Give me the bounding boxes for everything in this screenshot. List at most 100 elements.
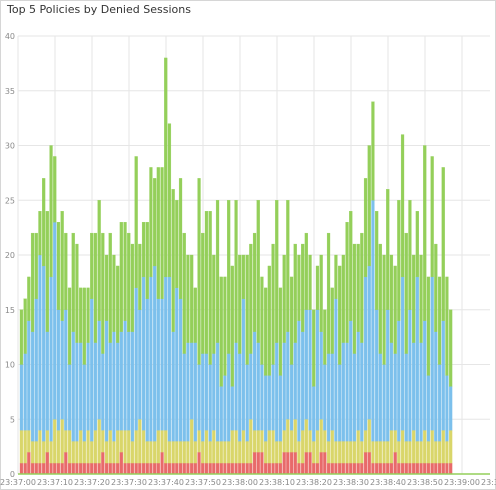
bar-segment-series-0 — [445, 462, 449, 475]
bar-segment-series-0 — [289, 451, 294, 475]
y-tick-label: 10 — [5, 361, 15, 370]
bar-segment-series-0 — [45, 451, 49, 475]
bar-segment-series-3 — [338, 265, 342, 365]
bar-segment-series-1 — [90, 440, 94, 464]
bar-segment-series-1 — [149, 440, 153, 464]
chart-title: Top 5 Policies by Denied Sessions — [7, 3, 191, 16]
bar-segment-series-2 — [123, 320, 127, 431]
bar-segment-series-0 — [175, 462, 179, 475]
bar-segment-series-0 — [238, 462, 242, 475]
bar-segment-series-3 — [264, 287, 268, 376]
bar-segment-series-2 — [53, 221, 57, 420]
bar-segment-series-0 — [82, 462, 86, 475]
bar-segment-series-3 — [441, 167, 445, 321]
bar-segment-series-0 — [123, 462, 127, 475]
bar-segment-series-2 — [197, 364, 201, 431]
bar-segment-series-1 — [441, 430, 445, 464]
bar-segment-series-0 — [145, 462, 149, 475]
bar-segment-series-1 — [367, 419, 371, 453]
bar-segment-series-0 — [408, 462, 412, 475]
bar-segment-series-2 — [138, 309, 142, 420]
bar-segment-series-1 — [186, 440, 190, 464]
bar-segment-series-2 — [375, 309, 379, 442]
bar-segment-series-2 — [278, 375, 283, 442]
bar-segment-series-2 — [430, 276, 434, 431]
bar-segment-series-3 — [297, 254, 301, 321]
bar-segment-series-0 — [60, 462, 64, 475]
bar-segment-series-3 — [397, 200, 401, 321]
bar-segment-series-1 — [197, 430, 201, 453]
bar-segment-series-2 — [326, 353, 331, 442]
bar-segment-series-3 — [256, 200, 260, 343]
bar-segment-series-3 — [293, 243, 297, 343]
bar-segment-series-0 — [434, 462, 438, 475]
bar-segment-series-1 — [445, 440, 449, 464]
bar-segment-series-1 — [386, 440, 390, 464]
bar-segment-series-2 — [153, 265, 157, 442]
bar-segment-series-1 — [34, 440, 38, 464]
bar-segment-series-3 — [53, 156, 57, 223]
bar-segment-series-0 — [419, 462, 423, 475]
bar-segment-series-3 — [319, 254, 323, 332]
bar-segment-series-1 — [308, 430, 312, 453]
bar-segment-series-0 — [252, 451, 257, 475]
bar-segment-series-3 — [352, 243, 357, 354]
bar-segment-series-3 — [193, 287, 197, 343]
bar-segment-series-1 — [345, 440, 349, 464]
bar-segment-series-2 — [271, 364, 275, 431]
bar-segment-series-3 — [34, 232, 38, 299]
bar-segment-series-0 — [230, 462, 234, 475]
bar-segment-series-3 — [219, 276, 223, 387]
bar-segment-series-1 — [167, 440, 172, 464]
bar-segment-series-1 — [219, 440, 223, 464]
bar-segment-series-2 — [108, 342, 112, 431]
bar-segment-series-0 — [79, 462, 83, 475]
bar-segment-series-1 — [352, 440, 357, 464]
bar-segment-series-2 — [178, 298, 183, 442]
x-tick-label: 23:37:00 — [0, 478, 36, 487]
bar-segment-series-1 — [256, 430, 260, 453]
bar-segment-series-2 — [101, 353, 105, 431]
bar-segment-series-0 — [64, 451, 68, 475]
bar-segment-series-1 — [193, 440, 197, 464]
bar-segment-series-2 — [156, 298, 160, 431]
bar-segment-series-1 — [278, 440, 283, 464]
bar-segment-series-1 — [356, 430, 360, 464]
bar-segment-series-2 — [319, 331, 323, 420]
bar-segment-series-0 — [215, 462, 220, 475]
bar-segment-series-0 — [138, 462, 142, 475]
bar-segment-series-3 — [378, 243, 382, 354]
bar-segment-series-3 — [42, 178, 46, 267]
bar-segment-series-2 — [415, 276, 419, 442]
bar-segment-series-0 — [264, 462, 268, 475]
x-tick-label: 23:39:00 — [444, 478, 480, 487]
bar-segment-series-2 — [67, 364, 72, 431]
bar-segment-series-3 — [323, 309, 327, 365]
bar-segment-series-2 — [90, 298, 94, 442]
bar-segment-series-2 — [301, 331, 305, 431]
bar-segment-series-1 — [60, 419, 64, 464]
bar-segment-series-1 — [334, 440, 338, 464]
bar-segment-series-2 — [45, 331, 49, 431]
bar-segment-series-2 — [412, 342, 416, 431]
bar-segment-series-3 — [363, 178, 368, 278]
bar-segment-series-2 — [400, 276, 405, 431]
bar-segment-series-2 — [341, 342, 345, 442]
bar-segment-series-0 — [234, 462, 238, 475]
bar-segment-series-2 — [171, 331, 175, 442]
bar-segment-series-2 — [145, 298, 149, 442]
bar-segment-series-3 — [304, 232, 308, 310]
bar-segment-series-3 — [208, 211, 212, 365]
bar-segment-series-1 — [230, 430, 234, 464]
bar-segment-series-3 — [127, 232, 131, 332]
bar-segment-series-0 — [108, 462, 112, 475]
y-tick-label: 30 — [5, 142, 15, 151]
bar-segment-series-0 — [119, 451, 123, 475]
x-tick-label: 23:37:50 — [185, 478, 221, 487]
x-tick-label: 23:38:40 — [370, 478, 406, 487]
bar-segment-series-3 — [156, 167, 160, 299]
bar-segment-series-0 — [345, 462, 349, 475]
bar-segment-series-1 — [289, 430, 294, 453]
bar-segment-series-3 — [119, 221, 123, 332]
bar-segment-series-0 — [38, 462, 42, 475]
